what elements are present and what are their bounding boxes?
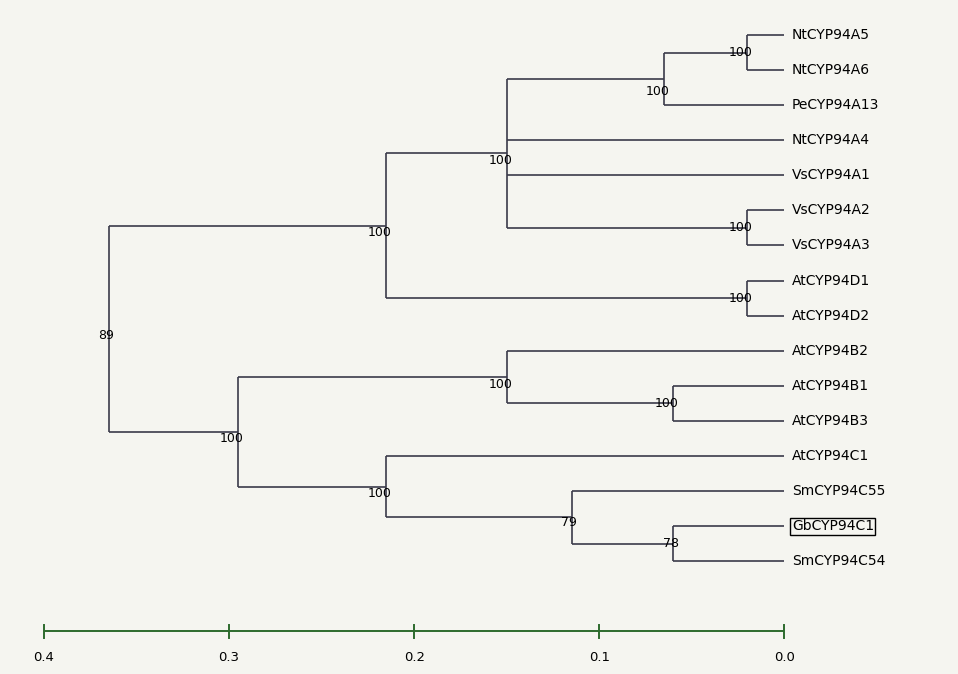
Text: GbCYP94C1: GbCYP94C1 — [792, 519, 874, 533]
Text: 100: 100 — [489, 377, 513, 390]
Text: PeCYP94A13: PeCYP94A13 — [792, 98, 879, 112]
Text: 0.2: 0.2 — [403, 650, 424, 664]
Text: AtCYP94B2: AtCYP94B2 — [792, 344, 869, 358]
Text: 0.4: 0.4 — [34, 650, 55, 664]
Text: 100: 100 — [729, 46, 753, 59]
Text: VsCYP94A2: VsCYP94A2 — [792, 204, 871, 218]
Text: 0.0: 0.0 — [774, 650, 795, 664]
Text: AtCYP94C1: AtCYP94C1 — [792, 449, 869, 463]
Text: NtCYP94A4: NtCYP94A4 — [792, 133, 870, 147]
Text: AtCYP94B3: AtCYP94B3 — [792, 414, 869, 428]
Text: AtCYP94B1: AtCYP94B1 — [792, 379, 869, 393]
Text: 0.1: 0.1 — [589, 650, 610, 664]
Text: 100: 100 — [729, 222, 753, 235]
Text: 100: 100 — [368, 226, 392, 239]
Text: 89: 89 — [99, 330, 114, 342]
Text: 100: 100 — [368, 487, 392, 500]
Text: AtCYP94D2: AtCYP94D2 — [792, 309, 870, 323]
Text: VsCYP94A3: VsCYP94A3 — [792, 239, 871, 253]
Text: AtCYP94D1: AtCYP94D1 — [792, 274, 870, 288]
Text: 100: 100 — [220, 433, 244, 446]
Text: NtCYP94A5: NtCYP94A5 — [792, 28, 870, 42]
Text: VsCYP94A1: VsCYP94A1 — [792, 168, 871, 183]
Text: SmCYP94C55: SmCYP94C55 — [792, 484, 885, 498]
Text: 79: 79 — [561, 516, 577, 529]
Text: 100: 100 — [729, 292, 753, 305]
Text: 100: 100 — [489, 154, 513, 167]
Text: 0.3: 0.3 — [218, 650, 240, 664]
Text: 78: 78 — [663, 537, 679, 550]
Text: NtCYP94A6: NtCYP94A6 — [792, 63, 870, 77]
Text: 100: 100 — [646, 85, 670, 98]
Text: SmCYP94C54: SmCYP94C54 — [792, 554, 885, 568]
Text: 100: 100 — [655, 397, 679, 410]
